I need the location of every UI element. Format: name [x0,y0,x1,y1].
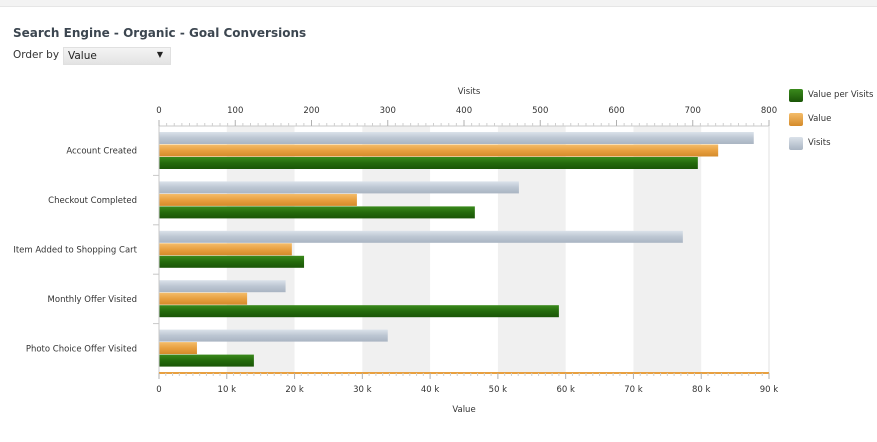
category-label: Monthly Offer Visited [48,295,137,305]
bar-value-per-visits [159,354,254,367]
bottom-axis-tick-label: 20 k [285,385,304,395]
bar-visits [159,329,388,342]
top-axis-tick-label: 0 [156,106,161,116]
top-axis-tick-label: 400 [456,106,472,116]
bar-visits [159,132,754,144]
top-border [0,0,877,7]
bottom-axis-label: Value [452,405,475,415]
bottom-axis-tick-label: 60 k [556,385,575,395]
legend-label-value-per-visits: Value per Visits [808,90,874,100]
category-label: Checkout Completed [48,196,137,206]
legend-swatch-visits [789,137,803,150]
bar-visits [159,181,519,194]
bar-visits [159,280,286,293]
bottom-axis-tick-label: 10 k [218,385,237,395]
bottom-axis-tick-label: 80 k [692,385,711,395]
legend-label-value: Value [808,114,832,124]
category-label: Photo Choice Offer Visited [26,344,137,354]
dropdown-arrow-icon: ▼ [156,50,163,59]
bar-value [159,292,248,305]
top-axis-tick-label: 600 [608,106,624,116]
legend-swatch-value [789,113,803,126]
order-by-selected-value: Value [68,50,97,62]
top-axis-tick-label: 800 [761,106,777,116]
top-axis-tick-label: 500 [532,106,548,116]
top-axis-tick-label: 300 [380,106,396,116]
top-axis-tick-label: 100 [227,106,243,116]
bar-value [159,144,719,157]
top-axis-tick-label: 200 [303,106,319,116]
bottom-axis-tick-label: 40 k [421,385,440,395]
bottom-axis-tick-label: 30 k [353,385,372,395]
top-axis-label: Visits [458,87,481,97]
bar-value-per-visits [159,206,475,219]
legend-label-visits: Visits [808,138,831,148]
bar-visits [159,230,683,243]
bar-value [159,193,357,206]
bottom-axis-tick-label: 90 k [760,385,779,395]
category-label: Account Created [66,147,137,157]
bar-value [159,243,292,256]
bottom-axis-tick-label: 70 k [624,385,643,395]
category-label: Item Added to Shopping Cart [13,246,137,256]
bottom-axis-tick-label: 50 k [489,385,508,395]
chart-title: Search Engine - Organic - Goal Conversio… [13,26,307,40]
bottom-axis-tick-label: 0 [156,385,161,395]
top-axis-tick-label: 700 [685,106,701,116]
bar-value [159,342,197,355]
bar-value-per-visits [159,255,305,268]
bar-value-per-visits [159,157,698,169]
legend-swatch-value-per-visits [789,89,803,102]
bar-value-per-visits [159,305,559,318]
order-by-label: Order by [13,49,60,61]
order-by-select[interactable]: Value ▼ [63,47,171,65]
